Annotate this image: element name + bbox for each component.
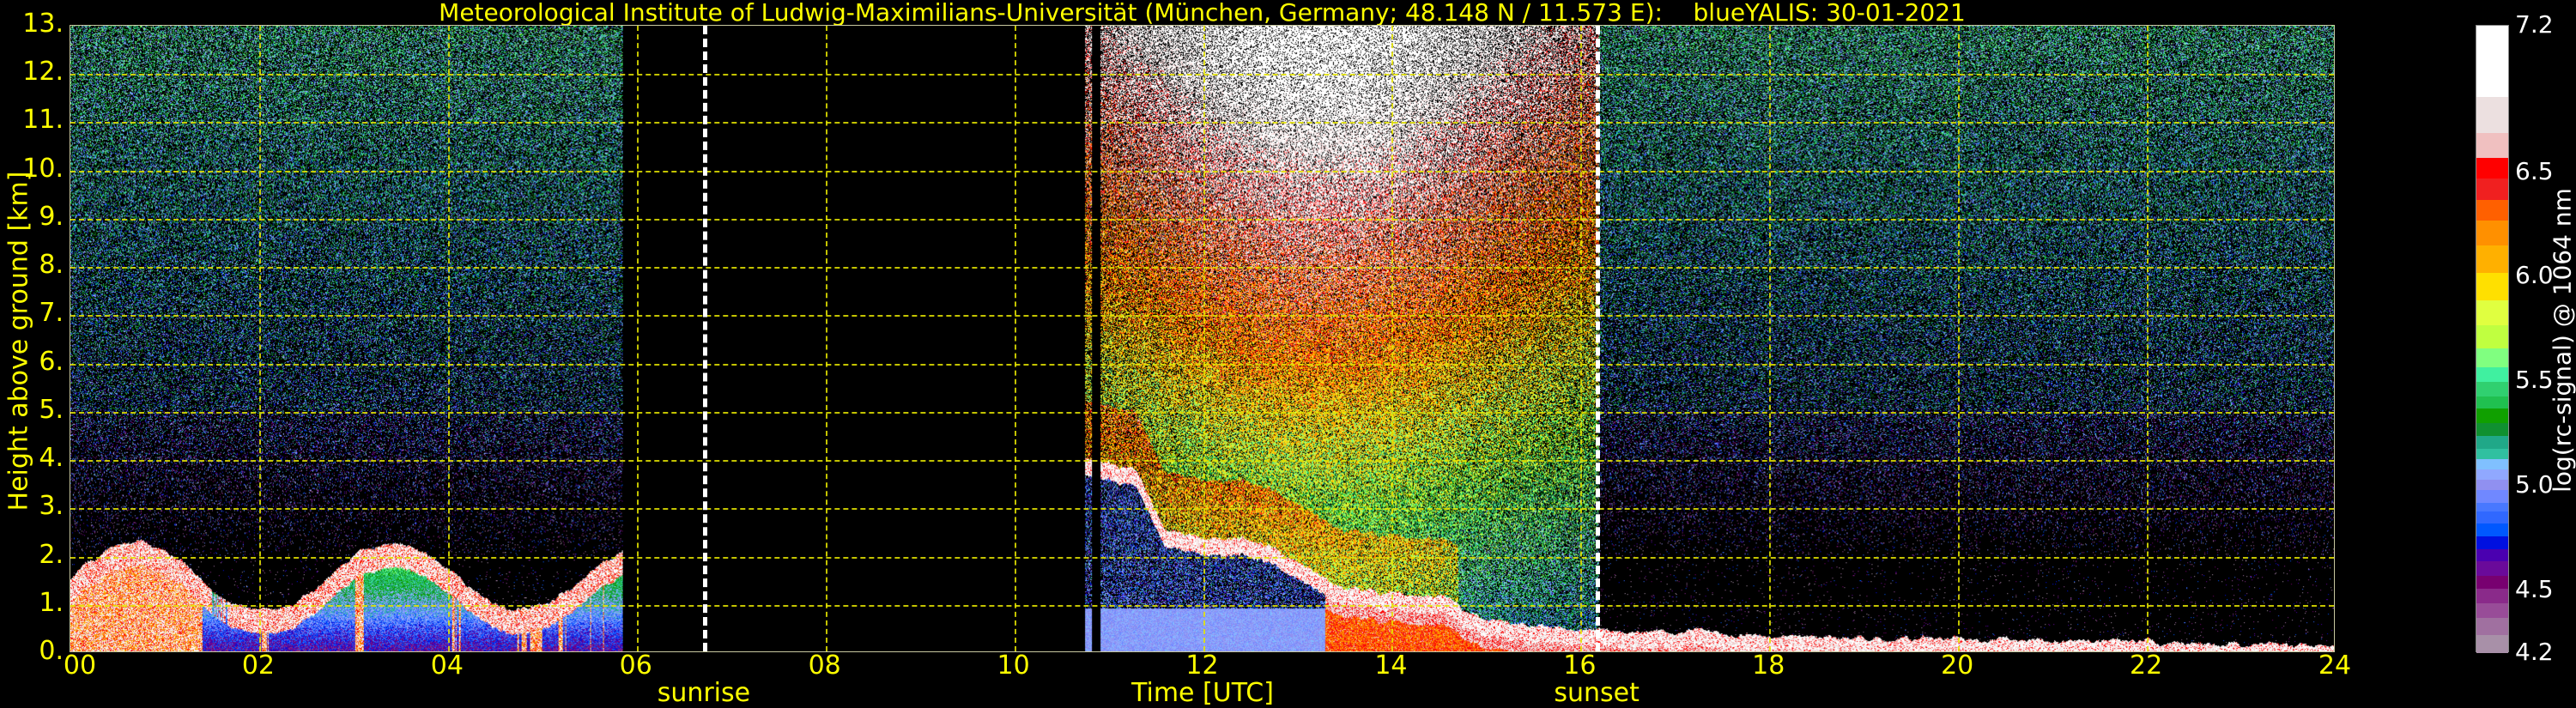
colorbar-level [2476,132,2508,158]
colorbar-tick-label: 7.2 [2515,10,2554,39]
y-tick-label: 8. [0,250,64,280]
colorbar-level [2476,448,2508,459]
colorbar-level [2476,273,2508,300]
colorbar-level [2476,603,2508,619]
x-tick-label: 22 [2130,653,2162,679]
sunset-label: sunset [1554,681,1640,706]
grid-line-y [70,74,2334,76]
x-tick-label: 16 [1563,653,1596,679]
y-tick-label: 4. [0,443,64,473]
x-tick-label: 10 [997,653,1029,679]
grid-line-y [70,122,2334,124]
colorbar-level [2476,324,2508,348]
x-axis-label: Time [UTC] [1131,681,1274,706]
grid-line-y [70,460,2334,462]
colorbar-level [2476,199,2508,221]
grid-line-y [70,508,2334,510]
sunrise-line [703,26,707,651]
y-tick-label: 3. [0,491,64,521]
y-tick-label: 7. [0,298,64,328]
x-tick-label: 00 [64,653,96,679]
x-tick-label: 08 [809,653,841,679]
colorbar-level [2476,245,2508,273]
colorbar [2476,25,2509,652]
grid-line-y [70,315,2334,317]
colorbar-tick-label: 6.0 [2515,261,2554,289]
colorbar-level [2476,381,2508,396]
y-tick-label: 1. [0,588,64,618]
y-tick-label: 12. [0,57,64,87]
colorbar-level [2476,503,2508,511]
y-tick-label: 10. [0,154,64,184]
colorbar-level [2476,561,2508,577]
y-tick-label: 5. [0,395,64,425]
colorbar-level [2476,408,2508,424]
colorbar-level [2476,179,2508,200]
x-tick-label: 14 [1374,653,1407,679]
grid-line-y [70,557,2334,559]
y-tick-label: 11. [0,105,64,135]
colorbar-level [2476,348,2508,366]
colorbar-level [2476,26,2508,97]
chart-title: Meteorological Institute of Ludwig-Maxim… [70,0,2335,27]
colorbar-level [2476,300,2508,325]
grid-line-y [70,171,2334,172]
plot-area [70,25,2335,652]
y-tick-label: 6. [0,347,64,377]
grid-line-y [70,267,2334,269]
sunset-line [1596,26,1600,651]
colorbar-level [2476,490,2508,503]
y-tick-label: 13. [0,9,64,39]
y-tick-label: 2. [0,540,64,570]
colorbar-level [2476,634,2508,653]
colorbar-level [2476,480,2508,491]
x-tick-label: 02 [242,653,275,679]
colorbar-tick-label: 5.5 [2515,366,2554,394]
colorbar-level [2476,436,2508,449]
colorbar-level [2476,221,2508,246]
x-tick-label: 04 [431,653,464,679]
colorbar-label: log(rc-signal) @ 1064 nm [2549,169,2576,512]
x-tick-label: 06 [620,653,652,679]
colorbar-level [2476,158,2508,179]
grid-line-y [70,605,2334,607]
x-tick-label: 12 [1185,653,1218,679]
colorbar-level [2476,523,2508,536]
colorbar-level [2476,423,2508,436]
colorbar-level [2476,536,2508,549]
grid-line-y [70,219,2334,221]
grid-line-y [70,364,2334,366]
colorbar-level [2476,469,2508,481]
sunrise-label: sunrise [658,681,750,706]
y-tick-label: 9. [0,202,64,232]
colorbar-level [2476,511,2508,523]
colorbar-level [2476,588,2508,603]
y-tick-label: 0. [0,636,64,666]
colorbar-level [2476,396,2508,408]
colorbar-tick-label: 6.5 [2515,157,2554,185]
colorbar-level [2476,576,2508,589]
colorbar-level [2476,366,2508,382]
x-tick-label: 24 [2318,653,2351,679]
colorbar-level [2476,458,2508,469]
colorbar-tick-label: 4.2 [2515,638,2554,666]
colorbar-tick-label: 5.0 [2515,470,2554,499]
grid-line-y [70,412,2334,414]
colorbar-level [2476,548,2508,561]
x-tick-label: 18 [1752,653,1785,679]
colorbar-level [2476,618,2508,635]
colorbar-tick-label: 4.5 [2515,575,2554,603]
colorbar-level [2476,97,2508,133]
x-tick-label: 20 [1941,653,1973,679]
